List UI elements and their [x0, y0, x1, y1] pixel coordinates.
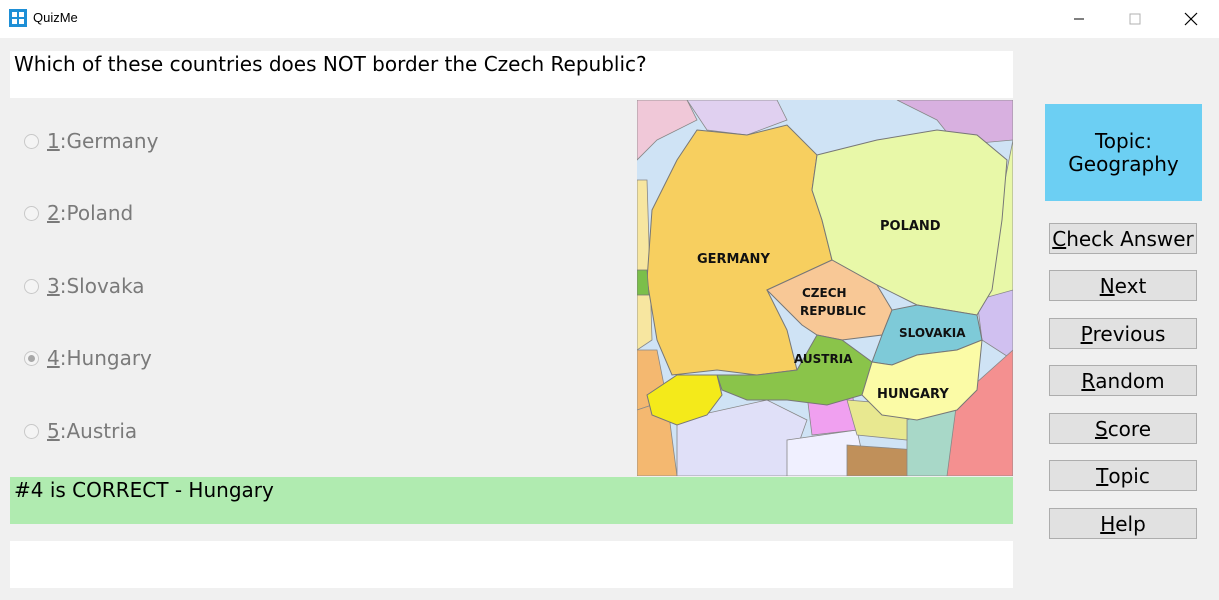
topic-display: Topic: Geography: [1045, 104, 1202, 201]
label-hungary: HUNGARY: [877, 387, 949, 402]
option-4[interactable]: 4: Hungary: [24, 345, 152, 371]
option-label: Austria: [66, 419, 138, 443]
app-logo-icon: [9, 9, 27, 27]
close-icon: [1184, 12, 1198, 26]
option-number: 2: [47, 201, 60, 225]
window-title: QuizMe: [33, 10, 78, 25]
maximize-icon: [1129, 13, 1141, 25]
question-text: Which of these countries does NOT border…: [10, 51, 1013, 98]
option-label: Poland: [66, 201, 134, 225]
option-label: Germany: [66, 129, 159, 153]
option-number: 5: [47, 419, 60, 443]
option-5-radio[interactable]: [24, 423, 39, 439]
topic-heading: Topic:: [1094, 128, 1153, 153]
option-number: 1: [47, 129, 60, 153]
label-czech: CZECH: [802, 286, 847, 300]
option-number: 3: [47, 274, 60, 298]
option-5[interactable]: 5: Austria: [24, 418, 137, 444]
map-image: GERMANY POLAND CZECH REPUBLIC SLOVAKIA A…: [637, 100, 1013, 476]
option-2-radio[interactable]: [24, 205, 39, 221]
option-label: Slovaka: [66, 274, 145, 298]
option-2[interactable]: 2: Poland: [24, 200, 133, 226]
option-label: Hungary: [66, 346, 152, 370]
option-1-radio[interactable]: [24, 133, 39, 149]
option-number: 4: [47, 346, 60, 370]
title-bar: QuizMe: [0, 0, 1219, 38]
label-republic: REPUBLIC: [800, 304, 866, 318]
label-germany: GERMANY: [697, 252, 770, 267]
label-poland: POLAND: [880, 219, 941, 234]
status-box: [10, 541, 1013, 588]
topic-name: Geography: [1068, 151, 1179, 176]
option-3[interactable]: 3: Slovaka: [24, 273, 145, 299]
option-4-radio[interactable]: [24, 350, 39, 366]
result-message: #4 is CORRECT - Hungary: [10, 477, 1013, 524]
minimize-icon: [1074, 18, 1084, 20]
label-austria: AUSTRIA: [794, 352, 853, 366]
central-europe-map: GERMANY POLAND CZECH REPUBLIC SLOVAKIA A…: [637, 100, 1013, 476]
maximize-button[interactable]: [1106, 0, 1164, 38]
option-1[interactable]: 1: Germany: [24, 128, 158, 154]
minimize-button[interactable]: [1050, 0, 1108, 38]
option-3-radio[interactable]: [24, 278, 39, 294]
close-button[interactable]: [1162, 0, 1219, 38]
label-slovakia: SLOVAKIA: [899, 326, 966, 340]
